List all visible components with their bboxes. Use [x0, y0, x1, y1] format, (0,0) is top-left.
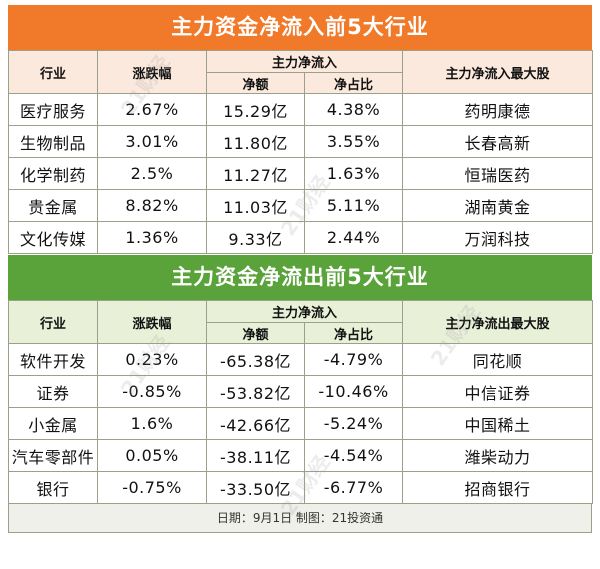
- cell-industry: 生物制品: [8, 125, 98, 158]
- inflow-title: 主力资金净流入前5大行业: [8, 5, 592, 50]
- table-row: 小金属 1.6% -42.66亿 -5.24% 中国稀土: [8, 407, 594, 440]
- outflow-col-group: 主力净流入: [205, 300, 404, 323]
- cell-top-stock: 药明康德: [402, 93, 594, 126]
- cell-ratio: -4.79%: [303, 343, 404, 376]
- inflow-rows: 医疗服务 2.67% 15.29亿 4.38% 药明康德 生物制品 3.01% 11.80亿 3…: [8, 93, 594, 254]
- cell-top-stock: 长春高新: [402, 125, 594, 158]
- outflow-col-amount: 净额: [206, 322, 305, 344]
- outflow-col-industry: 行业: [8, 300, 98, 344]
- cell-amount: 11.03亿: [206, 189, 305, 222]
- cell-ratio: 3.55%: [303, 125, 404, 158]
- cell-ratio: -4.54%: [303, 439, 404, 472]
- cell-top-stock: 同花顺: [402, 343, 594, 376]
- table-row: 汽车零部件 0.05% -38.11亿 -4.54% 潍柴动力: [8, 439, 594, 472]
- cell-ratio: -6.77%: [303, 471, 404, 504]
- table-row: 医疗服务 2.67% 15.29亿 4.38% 药明康德: [8, 93, 594, 126]
- cell-ratio: 5.11%: [303, 189, 404, 222]
- cell-amount: 15.29亿: [206, 93, 305, 126]
- cell-industry: 文化传媒: [8, 221, 98, 254]
- cell-change: -0.75%: [97, 471, 207, 504]
- cell-change: 2.67%: [97, 93, 207, 126]
- inflow-header-row: 行业 涨跌幅 主力净流入 主力净流入最大股: [8, 50, 594, 94]
- cell-industry: 医疗服务: [8, 93, 98, 126]
- inflow-col-top-stock: 主力净流入最大股: [402, 50, 594, 94]
- table-row: 文化传媒 1.36% 9.33亿 2.44% 万润科技: [8, 221, 594, 254]
- cell-top-stock: 万润科技: [402, 221, 594, 254]
- cell-amount: 9.33亿: [206, 221, 305, 254]
- cell-top-stock: 湖南黄金: [402, 189, 594, 222]
- cell-amount: -53.82亿: [206, 375, 305, 408]
- cell-change: 3.01%: [97, 125, 207, 158]
- cell-amount: 11.80亿: [206, 125, 305, 158]
- cell-industry: 银行: [8, 471, 98, 504]
- cell-industry: 软件开发: [8, 343, 98, 376]
- cell-change: 1.6%: [97, 407, 207, 440]
- footer-credit: 日期：9月1日 制图：21投资通: [8, 504, 592, 533]
- inflow-table: 行业 涨跌幅 主力净流入 主力净流入最大股 净额 净占比 医疗服务 2.67% 15…: [8, 50, 594, 254]
- cell-top-stock: 招商银行: [402, 471, 594, 504]
- outflow-col-change: 涨跌幅: [97, 300, 207, 344]
- inflow-col-change: 涨跌幅: [97, 50, 207, 94]
- cell-amount: -42.66亿: [206, 407, 305, 440]
- table-row: 银行 -0.75% -33.50亿 -6.77% 招商银行: [8, 471, 594, 504]
- cell-top-stock: 恒瑞医药: [402, 157, 594, 190]
- cell-change: 0.05%: [97, 439, 207, 472]
- cell-amount: -33.50亿: [206, 471, 305, 504]
- table-row: 化学制药 2.5% 11.27亿 1.63% 恒瑞医药: [8, 157, 594, 190]
- cell-change: 0.23%: [97, 343, 207, 376]
- cell-ratio: 4.38%: [303, 93, 404, 126]
- cell-amount: 11.27亿: [206, 157, 305, 190]
- cell-change: 8.82%: [97, 189, 207, 222]
- outflow-title: 主力资金净流出前5大行业: [8, 255, 592, 300]
- outflow-table: 行业 涨跌幅 主力净流入 主力净流出最大股 净额 净占比 软件开发 0.23% -6…: [8, 300, 594, 504]
- outflow-rows: 软件开发 0.23% -65.38亿 -4.79% 同花顺 证券 -0.85% -53.82亿…: [8, 343, 594, 504]
- cell-amount: -65.38亿: [206, 343, 305, 376]
- cell-ratio: -10.46%: [303, 375, 404, 408]
- cell-change: 1.36%: [97, 221, 207, 254]
- table-row: 贵金属 8.82% 11.03亿 5.11% 湖南黄金: [8, 189, 594, 222]
- cell-ratio: -5.24%: [303, 407, 404, 440]
- outflow-header-row: 行业 涨跌幅 主力净流入 主力净流出最大股: [8, 300, 594, 344]
- inflow-col-amount: 净额: [206, 72, 305, 94]
- cell-industry: 贵金属: [8, 189, 98, 222]
- inflow-col-group: 主力净流入: [205, 50, 404, 73]
- inflow-subheader-row: 净额 净占比: [9, 72, 593, 94]
- inflow-col-ratio: 净占比: [303, 72, 404, 94]
- table-row: 软件开发 0.23% -65.38亿 -4.79% 同花顺: [8, 343, 594, 376]
- outflow-col-ratio: 净占比: [303, 322, 404, 344]
- cell-industry: 证券: [8, 375, 98, 408]
- cell-industry: 化学制药: [8, 157, 98, 190]
- cell-ratio: 1.63%: [303, 157, 404, 190]
- cell-amount: -38.11亿: [206, 439, 305, 472]
- outflow-col-top-stock: 主力净流出最大股: [402, 300, 594, 344]
- cell-industry: 小金属: [8, 407, 98, 440]
- outflow-subheader-row: 净额 净占比: [9, 322, 593, 344]
- inflow-col-industry: 行业: [8, 50, 98, 94]
- cell-ratio: 2.44%: [303, 221, 404, 254]
- cell-change: -0.85%: [97, 375, 207, 408]
- cell-top-stock: 中信证券: [402, 375, 594, 408]
- table-row: 证券 -0.85% -53.82亿 -10.46% 中信证券: [8, 375, 594, 408]
- cell-industry: 汽车零部件: [8, 439, 98, 472]
- cell-top-stock: 潍柴动力: [402, 439, 594, 472]
- fund-flow-infographic: 主力资金净流入前5大行业 行业 涨跌幅 主力净流入 主力净流入最大股 净额 净占…: [8, 5, 594, 533]
- cell-top-stock: 中国稀土: [402, 407, 594, 440]
- cell-change: 2.5%: [97, 157, 207, 190]
- table-row: 生物制品 3.01% 11.80亿 3.55% 长春高新: [8, 125, 594, 158]
